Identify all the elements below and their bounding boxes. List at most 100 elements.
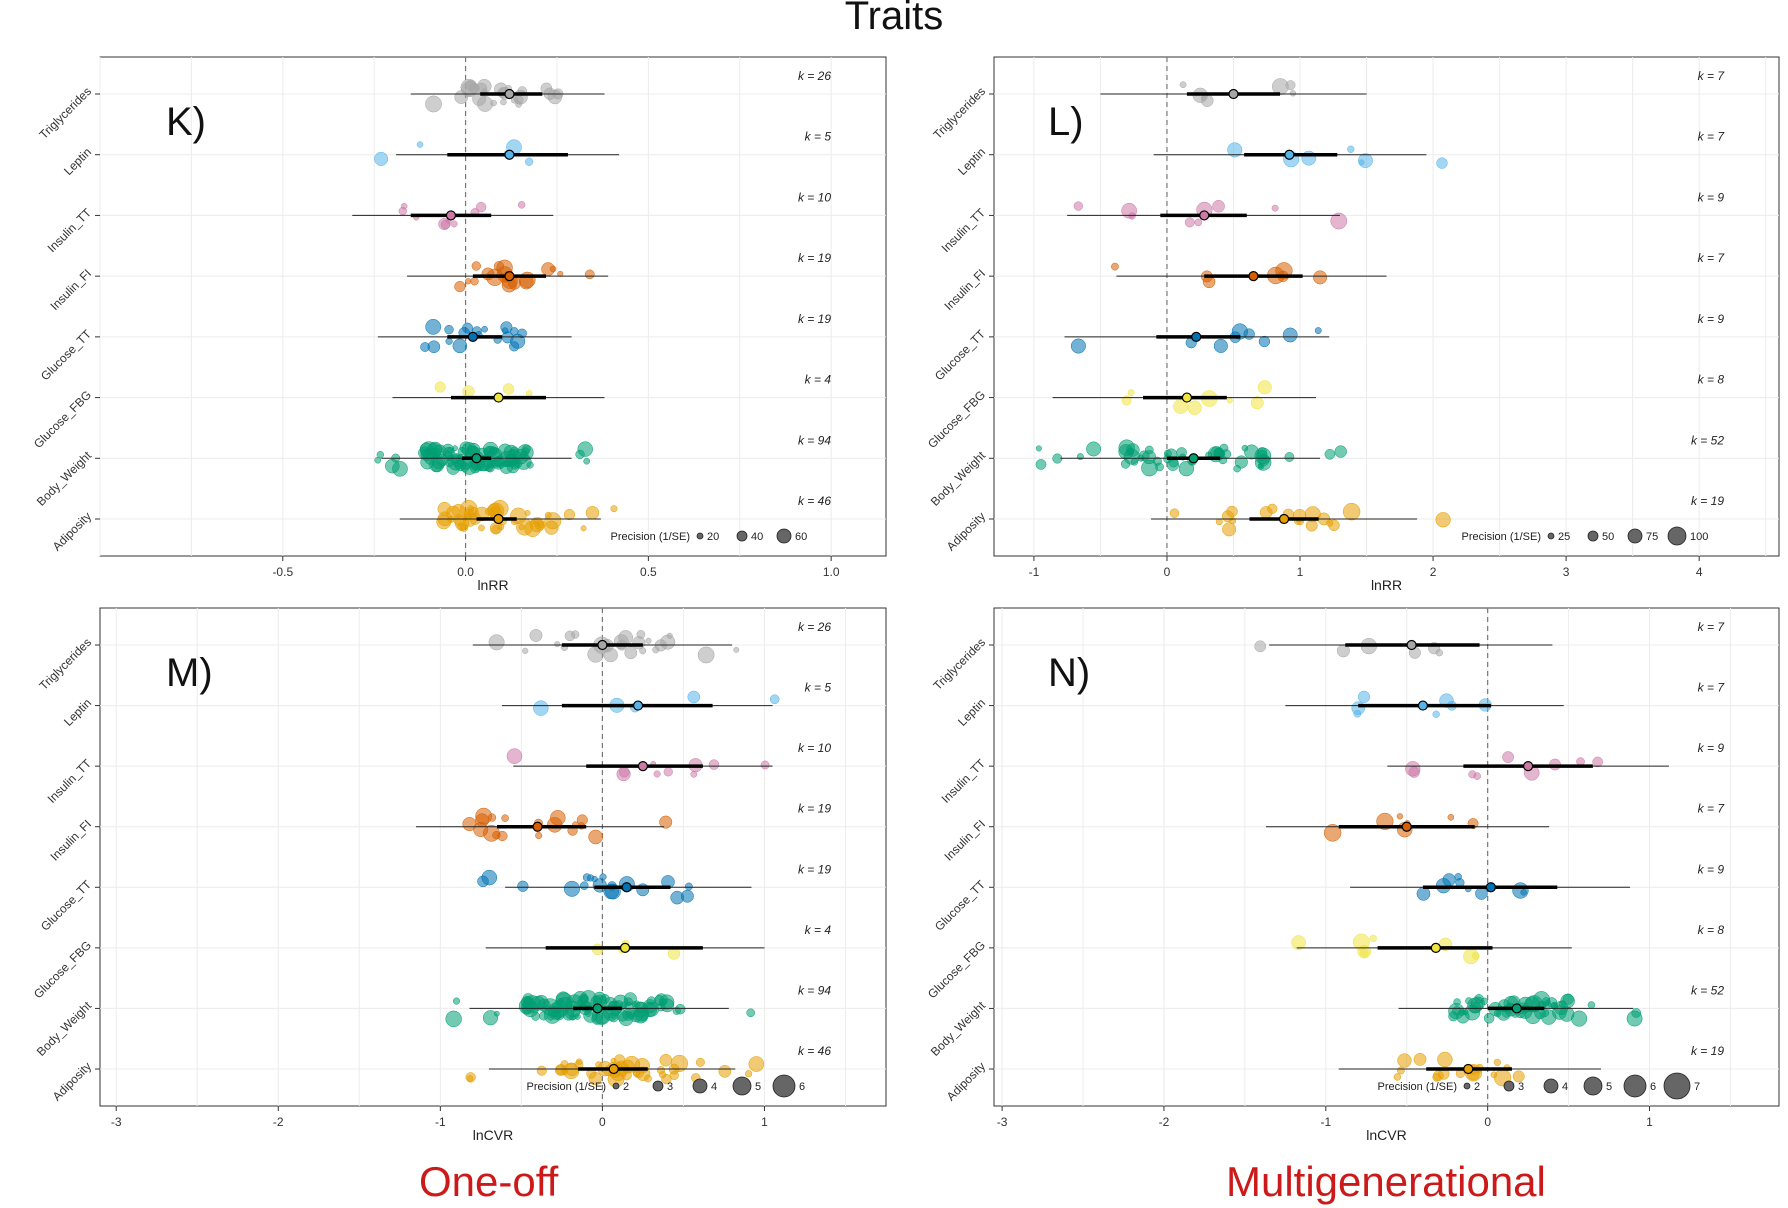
estimate-point (1523, 761, 1534, 772)
data-point (529, 629, 543, 642)
legend-key (732, 1076, 752, 1096)
y-tick-label: Insulin_TT (45, 756, 95, 806)
data-point (1213, 338, 1228, 353)
k-label: k = 8 (1698, 373, 1725, 387)
data-point (1369, 934, 1377, 943)
data-point (1250, 396, 1264, 410)
data-point (1520, 889, 1527, 896)
y-tick-label: Body_Weight (34, 998, 95, 1059)
data-point (669, 1070, 679, 1080)
data-point (1142, 450, 1157, 465)
estimate-point (1278, 513, 1290, 525)
k-label: k = 9 (1698, 862, 1725, 876)
data-point (1334, 445, 1347, 458)
data-point (1118, 439, 1135, 456)
data-point (1130, 458, 1139, 466)
data-point (525, 390, 533, 397)
x-tick-label: 0 (599, 1115, 606, 1129)
legend-key (1627, 528, 1643, 544)
data-point (1127, 389, 1135, 397)
y-tick-label: Insulin_TT (939, 756, 989, 806)
legend-label: 7 (1694, 1081, 1700, 1093)
data-point (610, 505, 618, 513)
data-point (478, 524, 485, 532)
data-point (1184, 217, 1195, 228)
data-point (588, 829, 603, 845)
data-point (1493, 1058, 1501, 1066)
data-point (1215, 518, 1223, 526)
legend-label: 4 (711, 1081, 717, 1093)
k-label: k = 8 (1698, 923, 1725, 937)
data-point (536, 1065, 547, 1076)
legend-key (776, 528, 792, 544)
data-point (1359, 948, 1369, 958)
data-point (659, 1053, 673, 1067)
data-point (1483, 1012, 1495, 1024)
estimate-point (1191, 331, 1202, 342)
data-point (522, 647, 529, 654)
y-tick-label: Insulin_FI (941, 817, 988, 864)
estimate-point (1284, 149, 1295, 160)
data-point (1073, 201, 1083, 211)
x-axis-label: lnRR (1371, 577, 1402, 593)
data-point (718, 1065, 732, 1078)
x-axis-label: lnRR (477, 577, 508, 593)
data-point (1353, 709, 1362, 718)
data-point (622, 1008, 635, 1021)
data-point (584, 269, 595, 280)
y-tick-label: Insulin_FI (47, 266, 94, 313)
data-point (1323, 824, 1342, 842)
data-point (477, 875, 489, 888)
k-label: k = 4 (805, 373, 832, 387)
data-point (1502, 751, 1514, 763)
y-tick-label: Glucose_TT (932, 877, 989, 934)
data-point (1397, 1066, 1405, 1075)
y-tick-label: Body_Weight (928, 448, 989, 509)
k-label: k = 10 (798, 741, 831, 755)
data-point (493, 261, 505, 272)
legend-label: 4 (1562, 1081, 1568, 1093)
y-tick-label: Glucose_FBG (31, 938, 94, 1001)
data-point (1187, 400, 1202, 415)
k-label: k = 26 (798, 620, 831, 634)
data-point (690, 770, 698, 778)
data-point (1592, 756, 1603, 768)
y-tick-label: Insulin_FI (47, 817, 94, 864)
y-tick-label: Leptin (61, 696, 94, 729)
data-point (1456, 1010, 1470, 1024)
data-point (1111, 262, 1119, 271)
k-label: k = 19 (798, 312, 831, 326)
y-tick-label: Glucose_FBG (925, 938, 988, 1001)
data-point (544, 512, 562, 530)
x-tick-label: 0 (1484, 1115, 1491, 1129)
data-point (1227, 142, 1243, 158)
data-point (1473, 772, 1481, 780)
data-point (659, 994, 675, 1010)
data-point (374, 151, 389, 166)
data-point (1222, 522, 1237, 537)
k-label: k = 52 (1691, 983, 1724, 997)
y-tick-label: Insulin_TT (939, 205, 989, 255)
data-point (494, 1010, 500, 1017)
y-tick-label: Glucose_TT (932, 327, 989, 384)
estimate-point (621, 882, 632, 893)
data-point (670, 890, 684, 905)
estimate-point (504, 149, 515, 160)
data-point (1226, 397, 1233, 404)
legend-label: 60 (795, 531, 807, 543)
panel-label: N) (1048, 651, 1090, 695)
data-point (445, 1010, 462, 1028)
data-point (452, 338, 468, 354)
data-point (481, 325, 488, 333)
legend-key (736, 530, 748, 542)
estimate-point (1417, 700, 1429, 711)
estimate-point (493, 513, 504, 525)
k-label: k = 5 (805, 681, 832, 695)
data-point (684, 882, 693, 891)
y-tick-label: Leptin (955, 696, 988, 729)
panel-label: L) (1048, 100, 1084, 144)
data-point (1070, 338, 1086, 354)
data-point (580, 881, 589, 890)
